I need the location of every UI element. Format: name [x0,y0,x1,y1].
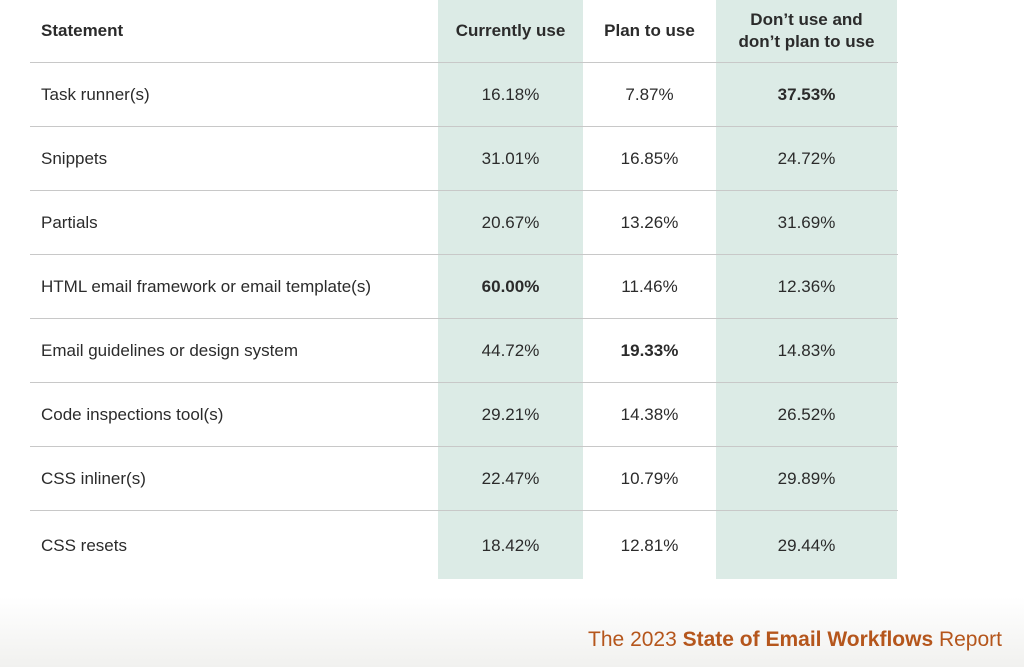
table-row: Email guidelines or design system 44.72%… [30,319,898,383]
row-plan-to-use: 13.26% [620,212,679,232]
row-currently-use: 31.01% [481,148,540,168]
row-plan-to-use: 7.87% [625,84,674,104]
header-dont-use-line2: don’t plan to use [738,32,875,51]
row-plan-to-use: 14.38% [620,404,679,424]
row-dont-use: 26.52% [777,404,836,424]
row-statement: CSS resets [41,536,127,555]
table-row: Code inspections tool(s) 29.21% 14.38% 2… [30,383,898,447]
currently-use-column-highlight [438,0,583,579]
header-statement: Statement [41,21,124,40]
table-row: CSS inliner(s) 22.47% 10.79% 29.89% [30,447,898,511]
report-title: The 2023 State of Email Workflows Report [588,628,1002,652]
row-statement: Email guidelines or design system [41,340,299,360]
row-statement: Partials [41,212,98,232]
footer-band [0,597,1024,667]
row-currently-use: 44.72% [481,340,540,360]
report-title-suffix: Report [933,628,1002,651]
row-dont-use: 37.53% [777,84,836,104]
report-title-bold: State of Email Workflows [682,628,934,651]
row-dont-use: 29.89% [777,468,836,488]
row-statement: Code inspections tool(s) [41,404,224,424]
table-row: Snippets 31.01% 16.85% 24.72% [30,127,898,191]
survey-table: Statement Currently use Plan to use Don’… [30,0,898,581]
dont-use-column-highlight [716,0,897,579]
header-plan-to-use: Plan to use [604,21,695,40]
table-row: CSS resets 18.42% 12.81% 29.44% [30,511,898,581]
header-currently-use: Currently use [455,21,566,40]
row-statement: CSS inliner(s) [41,468,146,488]
row-statement: Snippets [41,148,108,168]
row-plan-to-use: 10.79% [620,468,679,488]
table-row: Partials 20.67% 13.26% 31.69% [30,191,898,255]
row-currently-use: 18.42% [481,536,540,555]
row-plan-to-use: 11.46% [621,276,678,296]
row-dont-use: 29.44% [777,536,836,555]
report-title-prefix: The 2023 [588,628,683,651]
table-row: HTML email framework or email template(s… [30,255,898,319]
row-currently-use: 60.00% [481,276,540,296]
header-dont-use: Don’t use and don’t plan to use [716,9,897,53]
table-row: Task runner(s) 16.18% 7.87% 37.53% [30,63,898,127]
row-dont-use: 31.69% [777,212,836,232]
row-currently-use: 29.21% [481,404,540,424]
row-currently-use: 16.18% [481,84,540,104]
row-dont-use: 12.36% [777,276,836,296]
row-plan-to-use: 12.81% [620,536,679,555]
row-dont-use: 24.72% [777,148,836,168]
row-plan-to-use: 19.33% [620,340,679,360]
row-plan-to-use: 16.85% [620,148,679,168]
row-dont-use: 14.83% [777,340,836,360]
row-currently-use: 20.67% [481,212,540,232]
header-dont-use-line1: Don’t use and [750,10,863,29]
row-statement: HTML email framework or email template(s… [41,276,371,296]
row-statement: Task runner(s) [41,84,150,104]
table-header-row: Statement Currently use Plan to use Don’… [30,0,898,63]
row-currently-use: 22.47% [481,468,540,488]
